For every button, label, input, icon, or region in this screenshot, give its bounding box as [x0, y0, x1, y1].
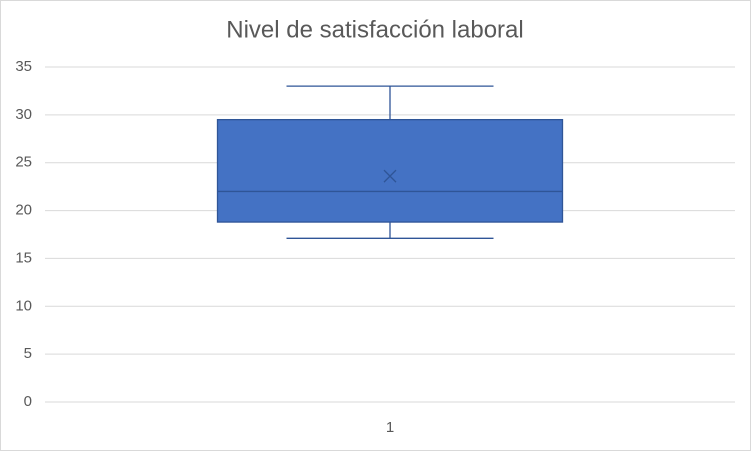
y-tick-label: 25 — [15, 154, 32, 171]
y-tick-label: 30 — [15, 106, 32, 123]
chart-title: Nivel de satisfacción laboral — [226, 16, 523, 43]
box — [216, 118, 564, 223]
y-tick-label: 5 — [24, 345, 32, 362]
y-tick-label: 15 — [15, 249, 32, 266]
y-tick-label: 10 — [15, 297, 32, 314]
y-tick-label: 35 — [15, 58, 32, 75]
mean-marker — [383, 169, 397, 183]
y-tick-label: 0 — [24, 393, 32, 410]
y-tick-label: 20 — [15, 202, 32, 219]
x-tick-label: 1 — [386, 419, 394, 436]
